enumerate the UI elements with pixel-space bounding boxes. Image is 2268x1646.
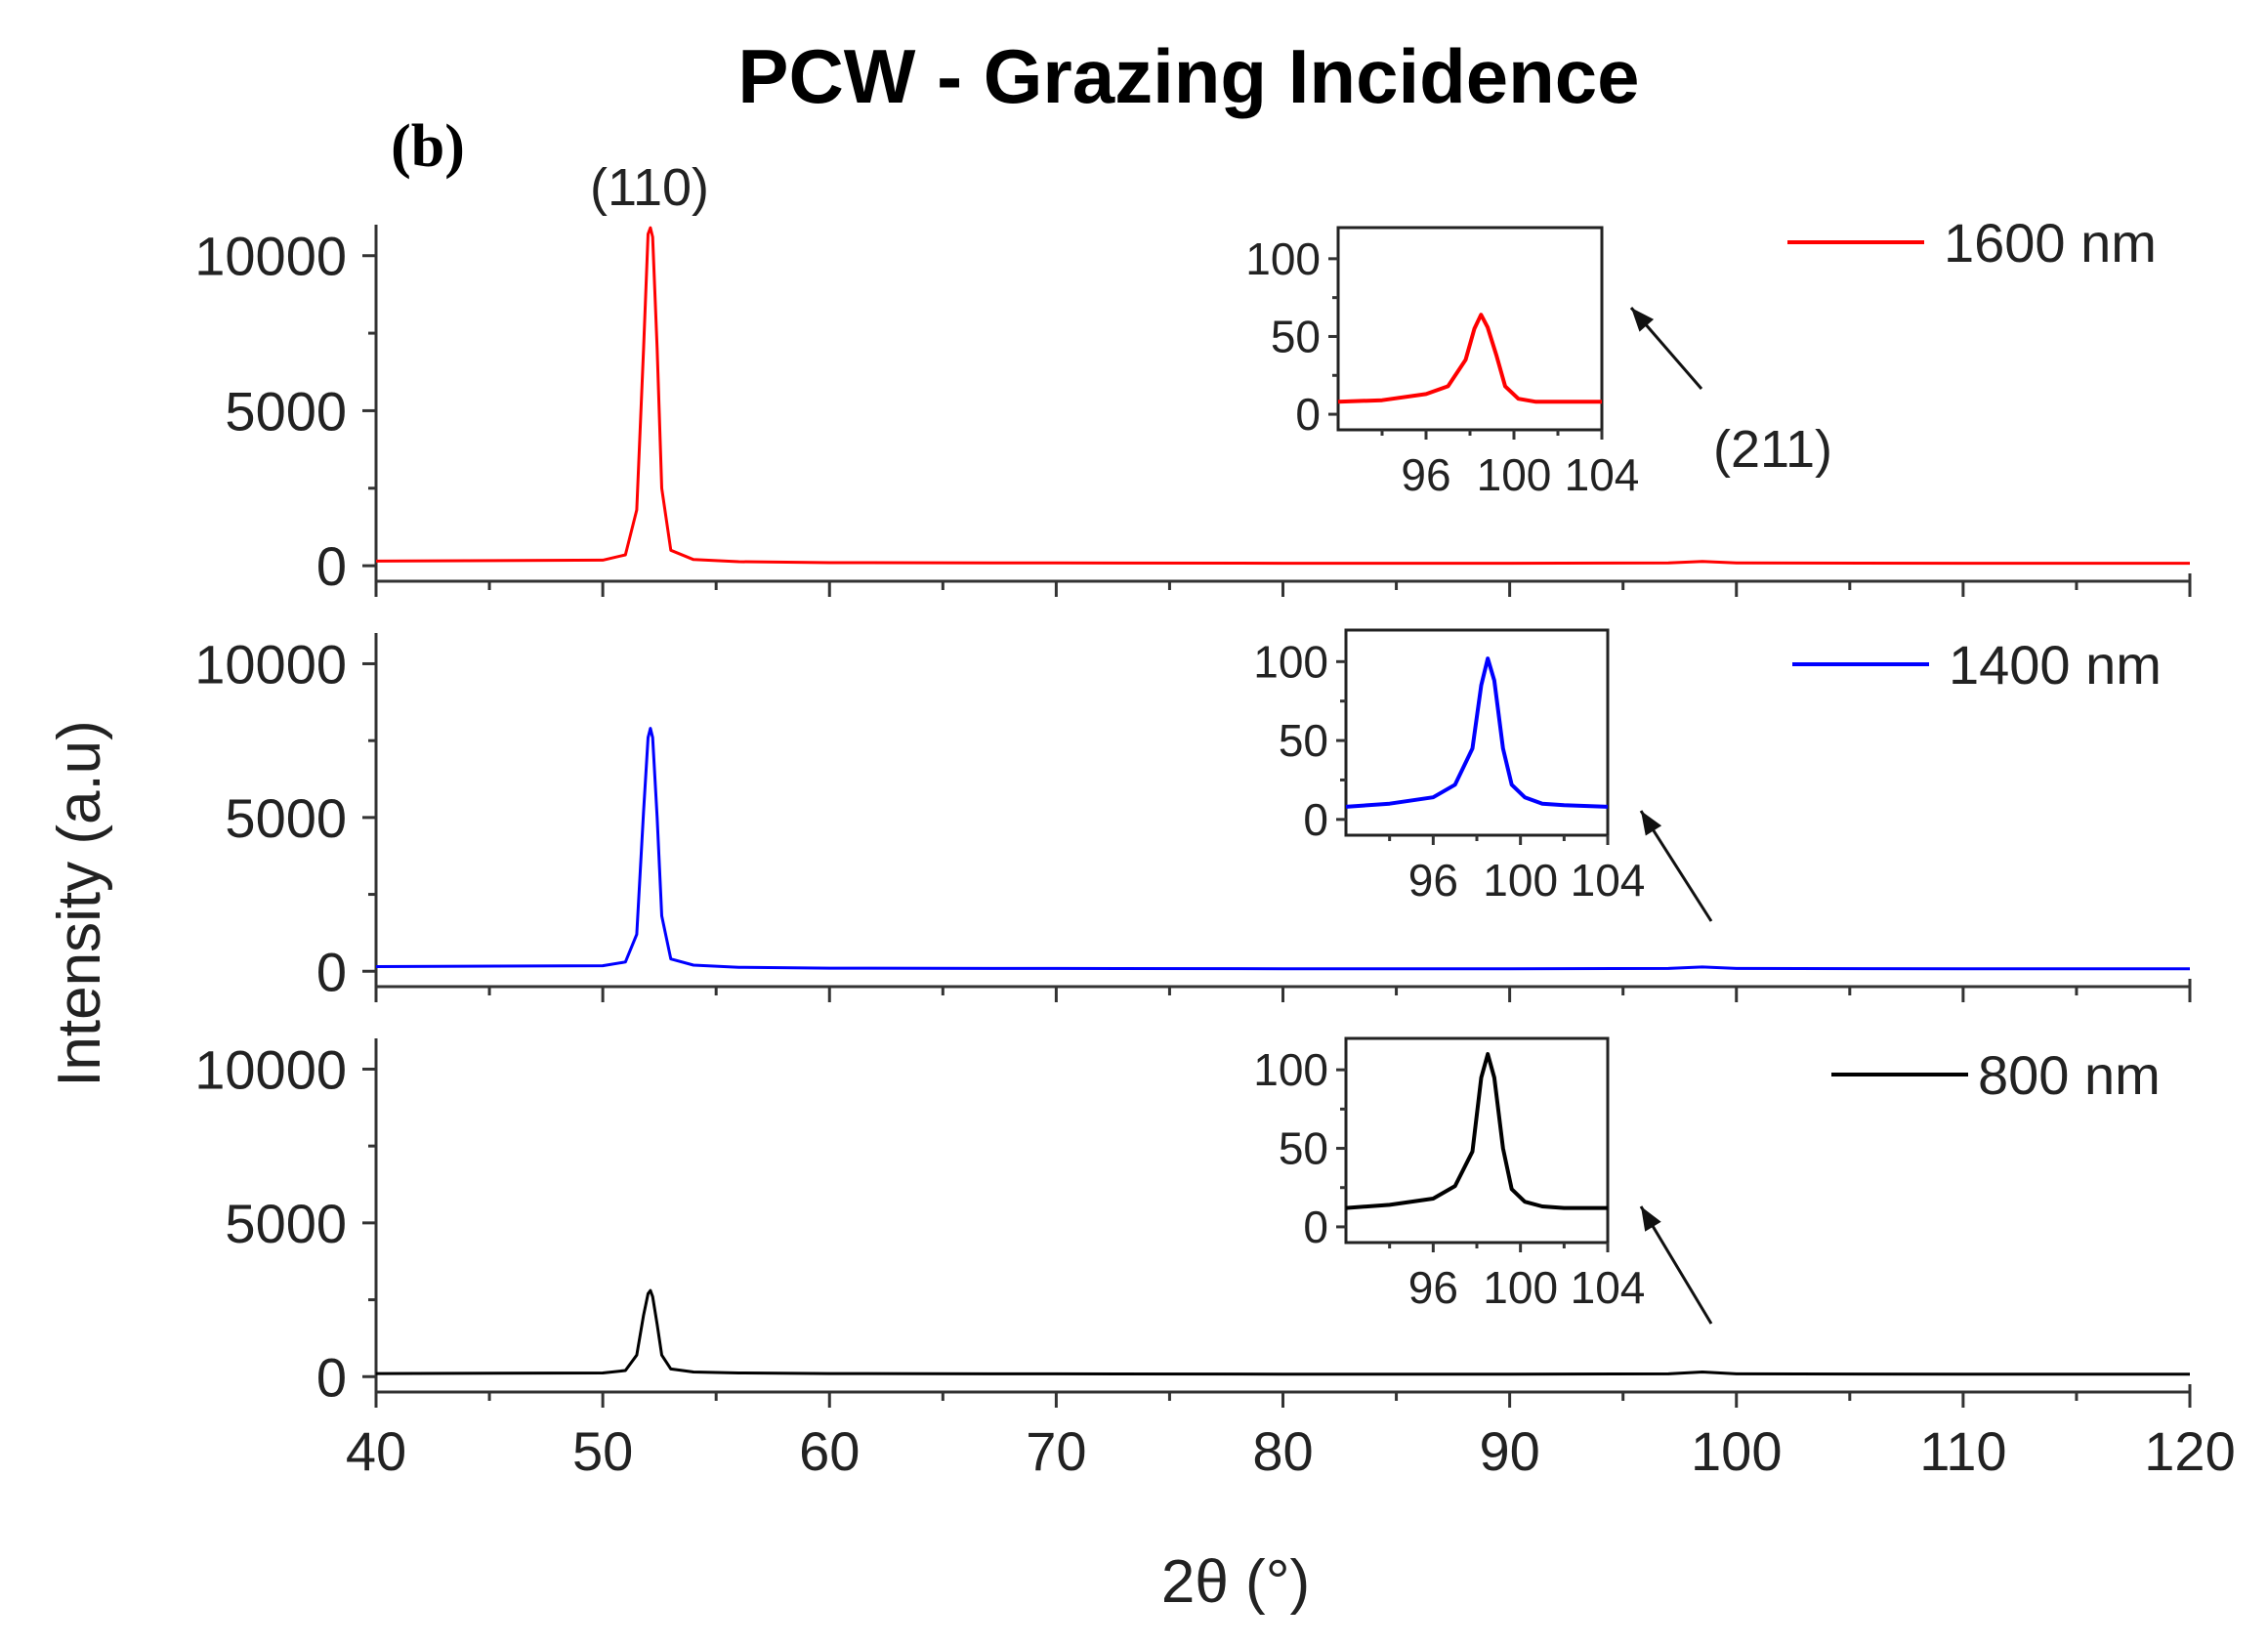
inset-x-tick-label: 100 — [1483, 855, 1558, 906]
annotation-211: (211) — [1713, 420, 1832, 479]
inset-1600-nm: 0 50 100 96 100 104 — [1245, 226, 1640, 500]
inset-arrow-head — [1631, 308, 1655, 332]
inset-x-tick-label: 100 — [1477, 449, 1552, 500]
inset-frame — [1336, 226, 1604, 432]
x-axis-label: 2θ (°) — [1161, 1548, 1310, 1616]
inset-y-tick-label: 100 — [1253, 1044, 1328, 1095]
panel-1600-nm: 0 5000 10000 1600 nm 0 50 100 96 100 104 — [194, 212, 2192, 597]
legend-label: 1600 nm — [1944, 212, 2157, 274]
inset-y-tick-label: 50 — [1279, 715, 1328, 766]
x-tick-label: 70 — [1026, 1420, 1086, 1482]
inset-x-tick-label: 96 — [1401, 449, 1450, 500]
x-tick-label: 120 — [2144, 1420, 2235, 1482]
y-tick-label: 10000 — [194, 1038, 347, 1100]
x-tick-label: 110 — [1919, 1420, 2006, 1482]
inset-x-tick-label: 100 — [1483, 1262, 1558, 1313]
inset-series-line — [1337, 313, 1602, 404]
x-tick-label: 60 — [799, 1420, 860, 1482]
inset-series-line — [1345, 1052, 1608, 1210]
inset-x-tick-label: 96 — [1408, 855, 1458, 906]
y-tick-label: 0 — [316, 535, 347, 597]
x-tick-label: 40 — [346, 1420, 406, 1482]
y-axis-label: Intensity (a.u) — [46, 720, 113, 1087]
legend-label: 800 nm — [1978, 1044, 2161, 1106]
annotation-110: (110) — [590, 158, 709, 217]
inset-y-tick-label: 0 — [1303, 1202, 1328, 1252]
inset-x-tick-label: 104 — [1571, 855, 1646, 906]
inset-frame — [1344, 1036, 1610, 1245]
chart-title: PCW - Grazing Incidence — [737, 33, 1639, 119]
inset-arrow-head — [1641, 811, 1662, 836]
series-line — [375, 226, 2190, 566]
inset-y-tick-label: 100 — [1245, 233, 1321, 284]
panel-label: (b) — [391, 113, 465, 180]
inset-y-tick-label: 0 — [1303, 794, 1328, 845]
y-tick-label: 5000 — [225, 787, 347, 849]
y-tick-label: 5000 — [225, 1193, 347, 1254]
legend-label: 1400 nm — [1949, 634, 2162, 696]
x-tick-label: 80 — [1252, 1420, 1313, 1482]
inset-y-tick-label: 50 — [1279, 1123, 1328, 1174]
inset-frame — [1344, 628, 1610, 837]
inset-x-tick-label: 96 — [1408, 1262, 1458, 1313]
inset-y-tick-label: 100 — [1253, 636, 1328, 687]
series-line — [375, 1288, 2190, 1376]
inset-y-tick-label: 0 — [1295, 389, 1321, 440]
inset-arrow-head — [1641, 1206, 1661, 1232]
y-tick-label: 5000 — [225, 380, 347, 442]
x-tick-label: 90 — [1479, 1420, 1539, 1482]
panel-1400-nm: 0 5000 10000 1400 nm 0 50 100 96 100 104 — [194, 628, 2192, 1002]
y-tick-label: 0 — [316, 941, 347, 1002]
inset-x-tick-label: 104 — [1565, 449, 1640, 500]
series-line — [375, 727, 2190, 971]
y-tick-label: 0 — [316, 1346, 347, 1408]
x-tick-label: 50 — [572, 1420, 633, 1482]
y-tick-label: 10000 — [194, 226, 347, 287]
inset-y-tick-label: 50 — [1271, 311, 1321, 361]
inset-x-tick-label: 104 — [1571, 1262, 1646, 1313]
inset-1400-nm: 0 50 100 96 100 104 — [1253, 628, 1646, 906]
inset-series-line — [1345, 656, 1609, 809]
x-tick-label: 100 — [1691, 1420, 1782, 1482]
panel-800-nm: 0 5000 10000 40 50 60 70 80 90 100 110 120 800 nm 0 50… — [194, 1036, 2236, 1482]
y-tick-label: 10000 — [194, 633, 347, 695]
inset-800-nm: 0 50 100 96 100 104 — [1253, 1036, 1646, 1313]
